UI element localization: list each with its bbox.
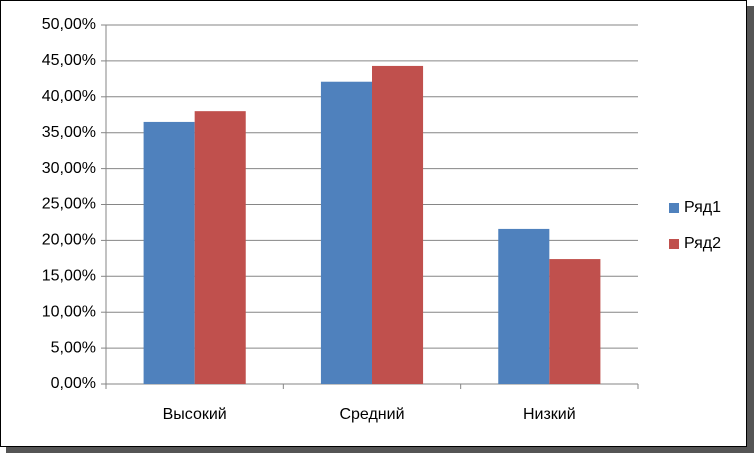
bar <box>194 111 246 384</box>
bar <box>143 121 195 385</box>
legend-label: Ряд1 <box>684 199 721 216</box>
y-tick-label: 40,00% <box>42 88 96 105</box>
bar <box>498 228 550 384</box>
y-tick-label: 50,00% <box>42 16 96 33</box>
y-tick-label: 0,00% <box>51 375 96 392</box>
legend-swatch <box>669 203 679 213</box>
legend-label: Ряд2 <box>684 235 721 252</box>
y-tick-label: 45,00% <box>42 52 96 69</box>
y-tick-label: 25,00% <box>42 196 96 213</box>
y-tick-label: 5,00% <box>51 339 96 356</box>
y-tick-label: 10,00% <box>42 303 96 320</box>
y-tick-label: 30,00% <box>42 160 96 177</box>
bar <box>320 81 372 385</box>
x-tick-label: Низкий <box>523 406 576 423</box>
bar <box>549 259 601 384</box>
legend-swatch <box>669 239 679 249</box>
x-tick-label: Средний <box>339 406 404 423</box>
y-tick-label: 20,00% <box>42 232 96 249</box>
x-tick-label: Высокий <box>163 406 227 423</box>
frame-shadow <box>6 447 754 453</box>
bar <box>372 65 424 385</box>
y-tick-label: 15,00% <box>42 268 96 285</box>
frame-shadow <box>747 6 754 453</box>
y-tick-label: 35,00% <box>42 124 96 141</box>
